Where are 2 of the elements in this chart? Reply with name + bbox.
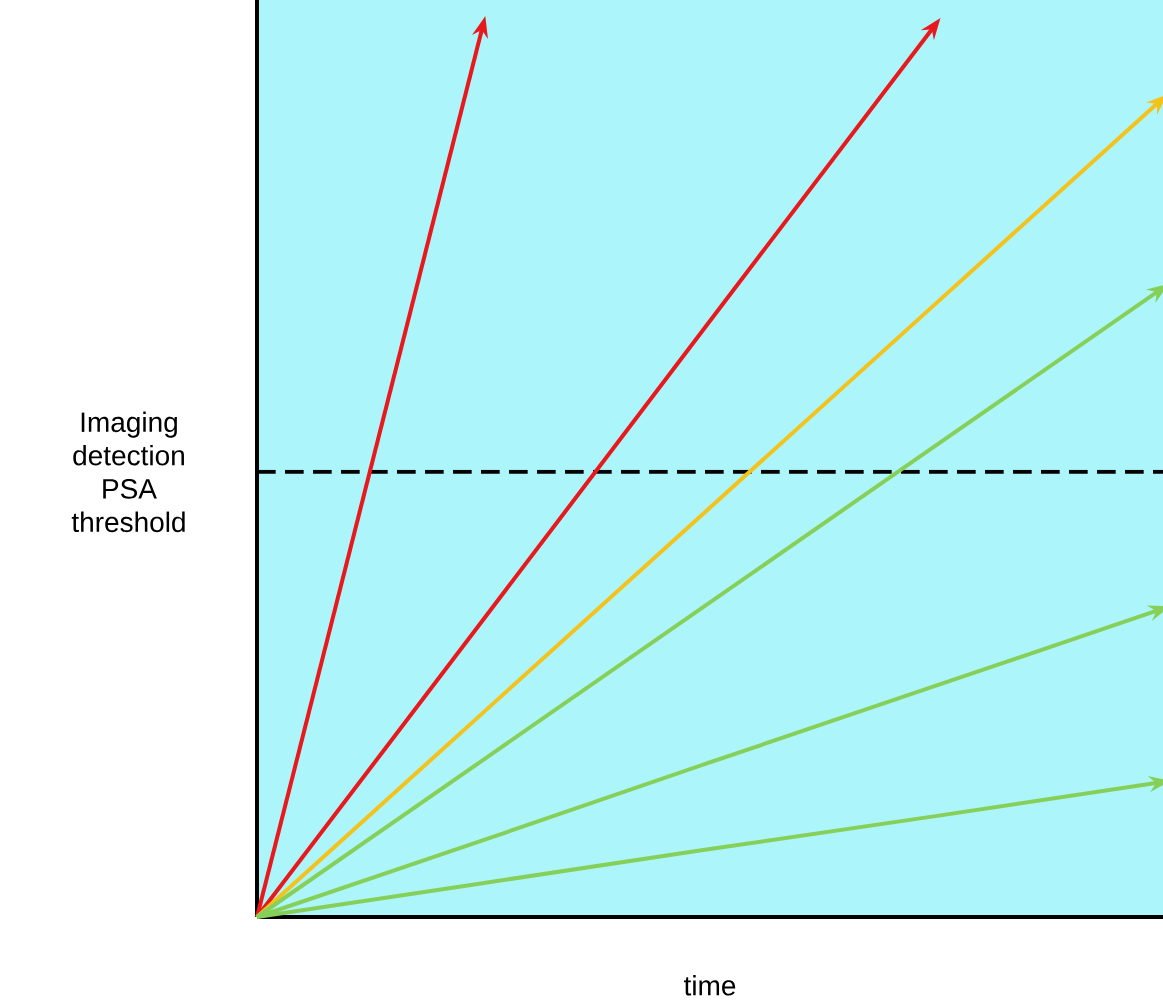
x-axis-title: time: [683, 975, 736, 996]
ref-line-label: Imaging detection PSA threshold: [71, 411, 185, 533]
